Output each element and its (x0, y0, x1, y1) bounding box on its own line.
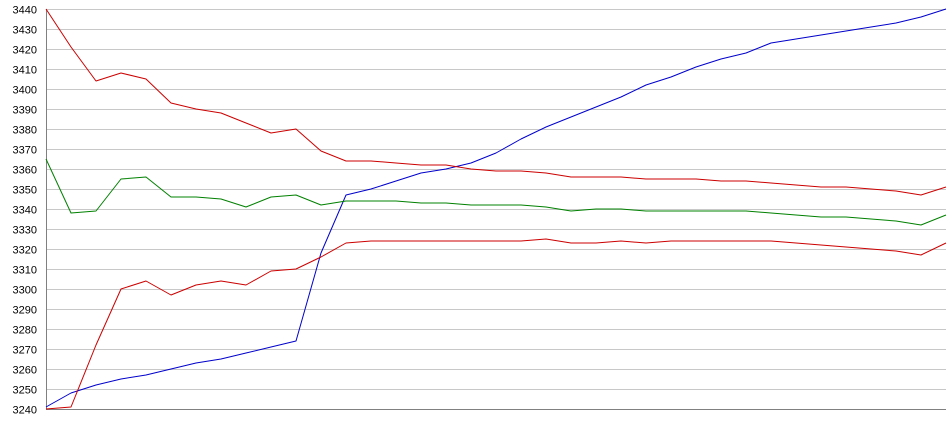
y-tick-label: 3370 (13, 145, 37, 157)
axes (46, 9, 946, 410)
y-tick-label: 3300 (13, 285, 37, 297)
y-tick-label: 3270 (13, 345, 37, 357)
series-lines (45, 8, 947, 410)
y-tick-label: 3310 (13, 265, 37, 277)
y-tick-label: 3320 (13, 245, 37, 257)
series-line-1 (45, 8, 947, 408)
y-tick-label: 3440 (13, 5, 37, 17)
y-tick-label: 3410 (13, 65, 37, 77)
series-line-4 (45, 238, 947, 410)
gridlines (46, 9, 946, 410)
y-tick-label: 3330 (13, 225, 37, 237)
y-tick-label: 3430 (13, 25, 37, 37)
y-tick-labels: 3240 3250 3260 3270 3280 3290 3300 3310 3320 3330… (13, 5, 37, 417)
y-tick-label: 3260 (13, 365, 37, 377)
y-tick-label: 3380 (13, 125, 37, 137)
y-tick-label: 3420 (13, 45, 37, 57)
y-tick-label: 3350 (13, 185, 37, 197)
y-tick-label: 3250 (13, 385, 37, 397)
y-tick-label: 3240 (13, 405, 37, 417)
y-tick-label: 3400 (13, 85, 37, 97)
series-line-3 (45, 158, 947, 226)
y-tick-label: 3280 (13, 325, 37, 337)
y-tick-label: 3290 (13, 305, 37, 317)
y-tick-label: 3360 (13, 165, 37, 177)
y-tick-label: 3340 (13, 205, 37, 217)
y-tick-label: 3390 (13, 105, 37, 117)
series-line-2 (45, 8, 947, 196)
